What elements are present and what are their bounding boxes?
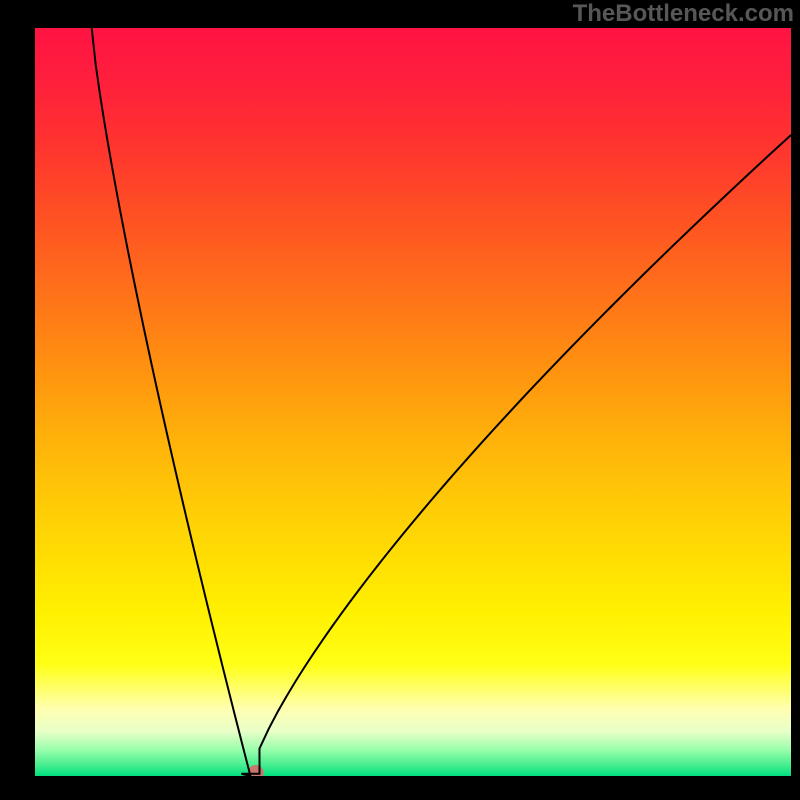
- plot-background: [35, 28, 791, 776]
- watermark-text: TheBottleneck.com: [573, 0, 794, 28]
